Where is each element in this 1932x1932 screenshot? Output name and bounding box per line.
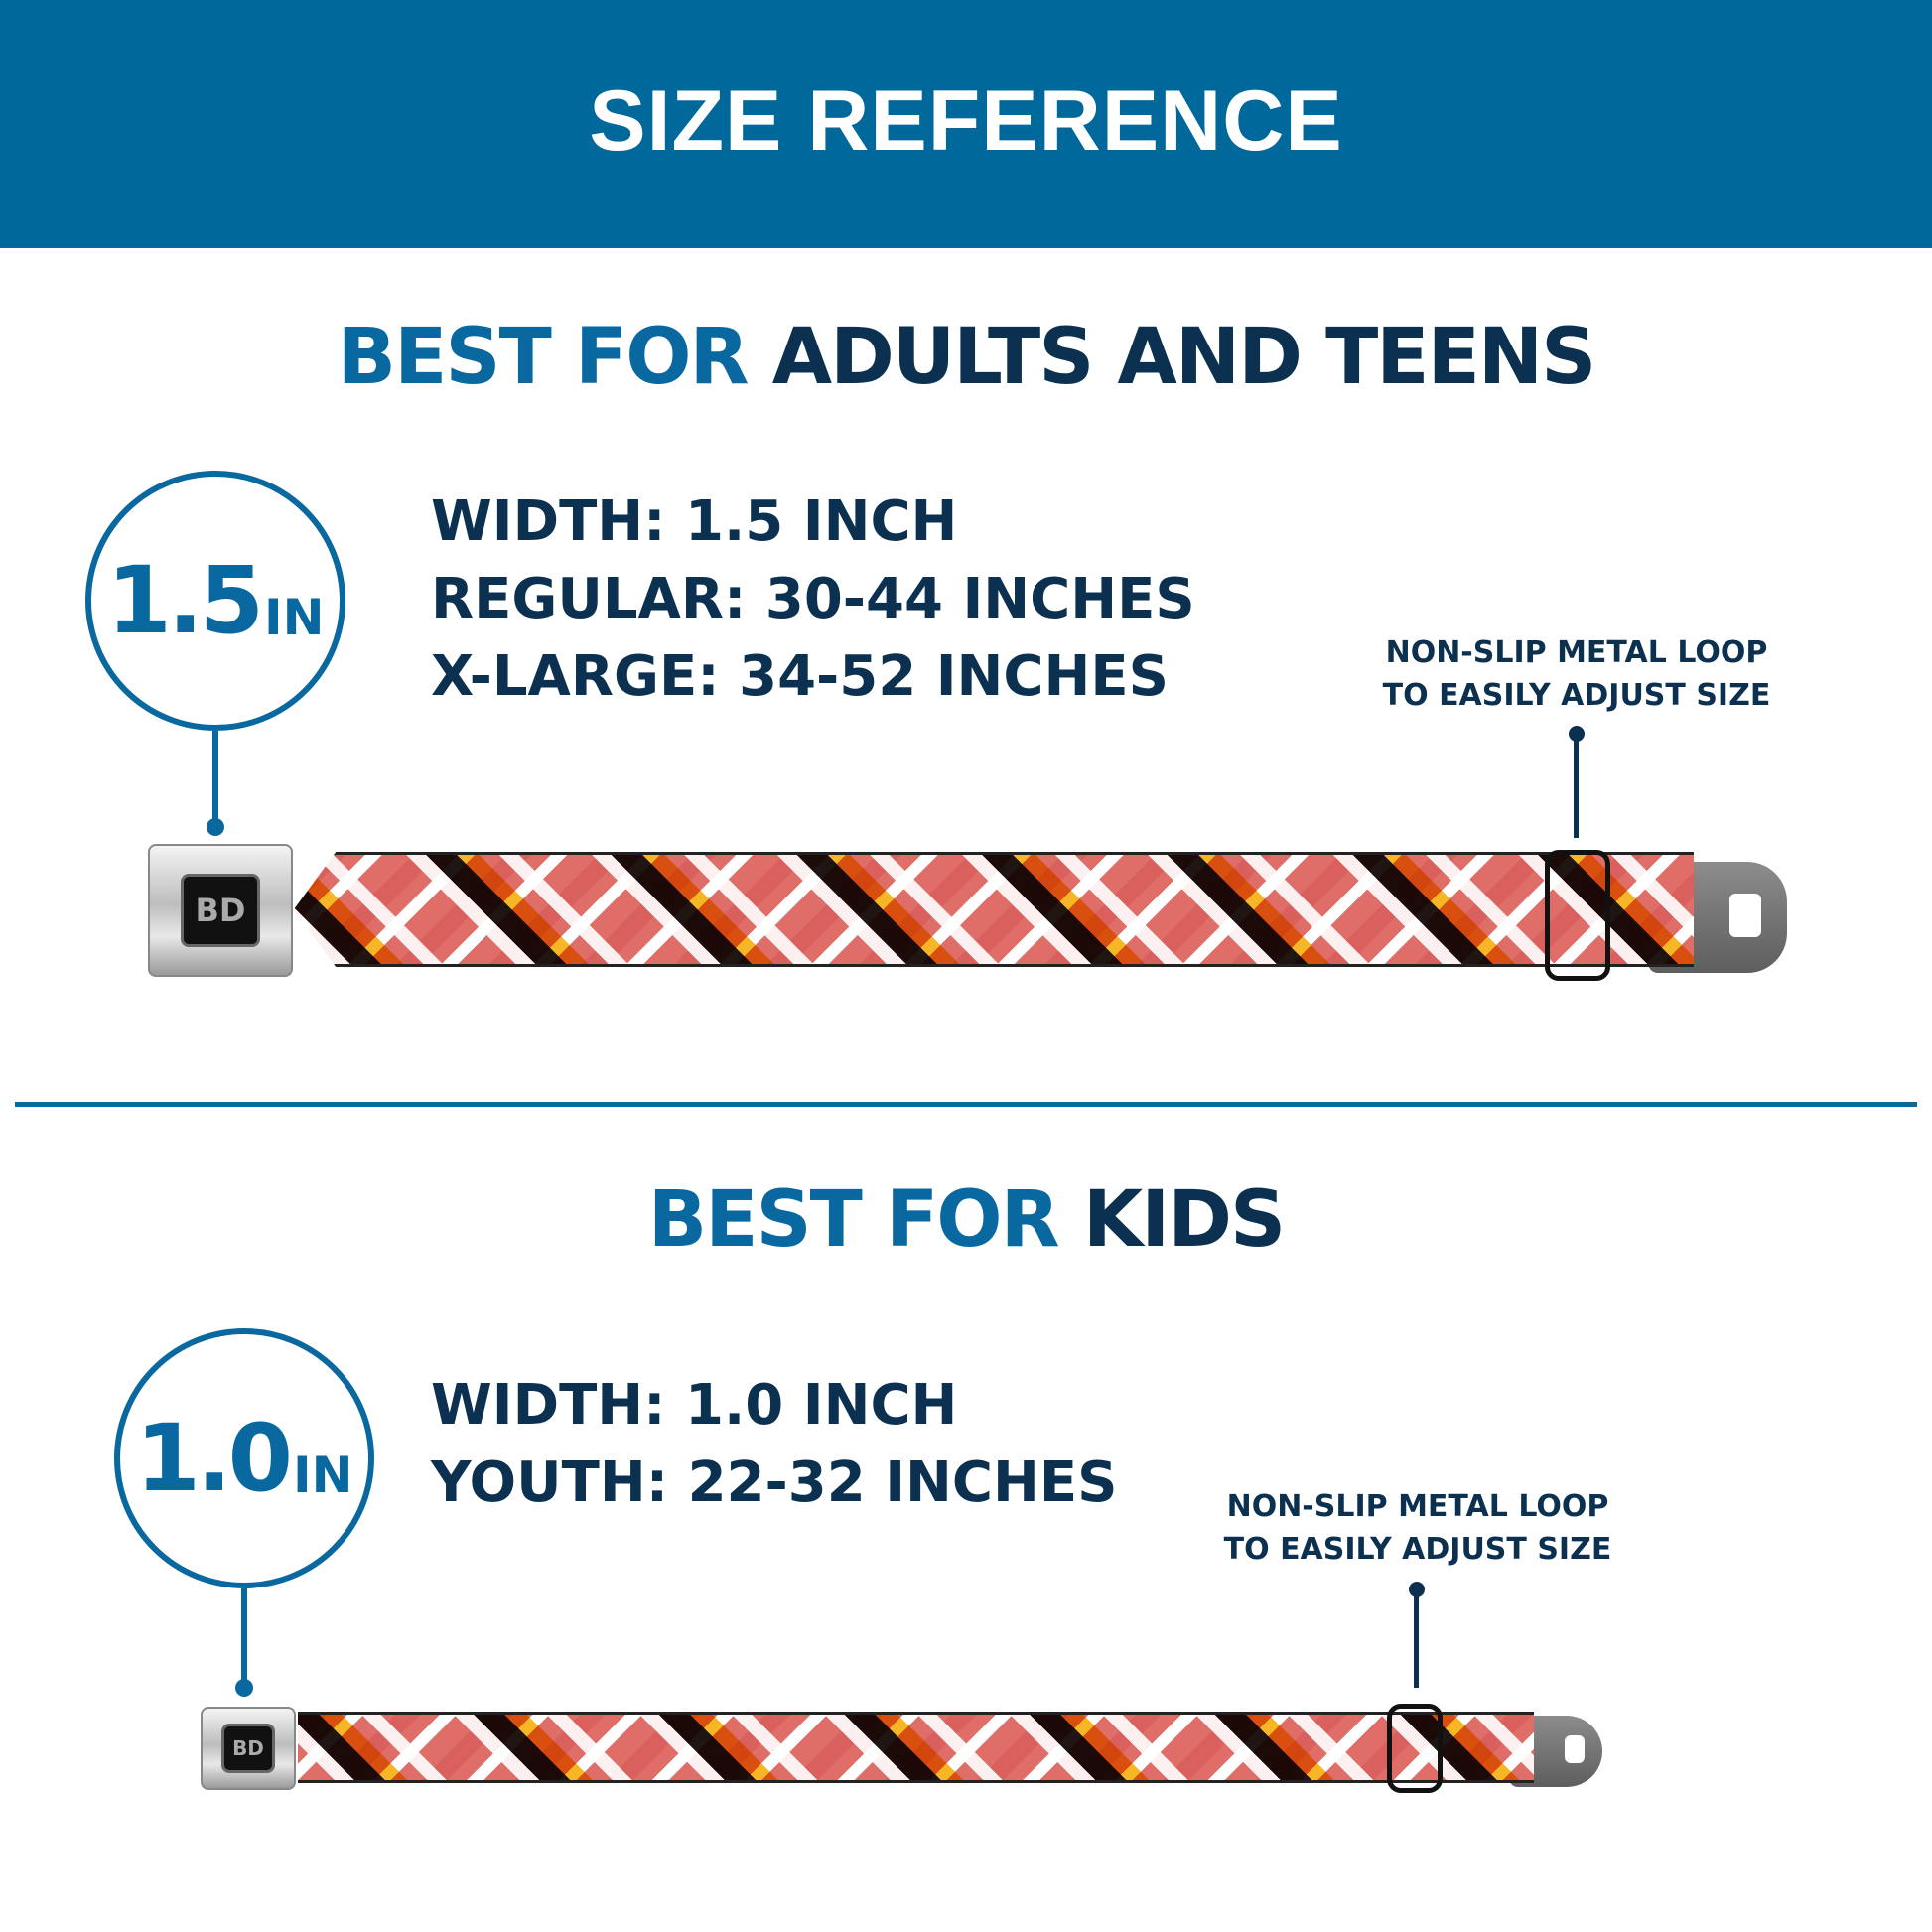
badge-connector [241, 1588, 247, 1686]
badge-value: 1.5 [106, 546, 265, 655]
metal-loop [1387, 1704, 1443, 1793]
logo-text: BD [232, 1736, 264, 1760]
note-connector [1574, 735, 1579, 838]
buckle-logo: BD [181, 874, 260, 947]
loop-note: NON-SLIP METAL LOOP TO EASILY ADJUST SIZE [1320, 631, 1833, 717]
note-line: NON-SLIP METAL LOOP [1385, 635, 1768, 670]
width-badge-1-5: 1.5 IN [85, 471, 345, 731]
spec-width: WIDTH: 1.5 INCH [431, 489, 958, 554]
loop-note: NON-SLIP METAL LOOP TO EASILY ADJUST SIZE [1162, 1485, 1674, 1571]
heading-highlight: BEST FOR [337, 313, 750, 402]
header-banner [0, 0, 1932, 248]
note-dot [1569, 726, 1585, 742]
spec-xlarge: X-LARGE: 34-52 INCHES [431, 644, 1169, 709]
spec-regular: REGULAR: 30-44 INCHES [431, 567, 1195, 631]
buckle-kids: BD [201, 1707, 296, 1790]
buckle-adult: BD [148, 844, 293, 977]
note-line: NON-SLIP METAL LOOP [1226, 1489, 1609, 1524]
section-heading-adults: BEST FOR ADULTS AND TEENS [0, 313, 1932, 402]
heading-rest: ADULTS AND TEENS [771, 313, 1597, 402]
badge-unit: IN [264, 589, 325, 646]
heading-rest: KIDS [1082, 1175, 1286, 1265]
spec-youth: YOUTH: 22-32 INCHES [431, 1450, 1118, 1515]
logo-text: BD [195, 892, 246, 929]
section-heading-kids: BEST FOR KIDS [0, 1175, 1932, 1265]
badge-connector [212, 731, 218, 825]
belt-strap-kids [298, 1712, 1534, 1783]
buckle-logo: BD [221, 1724, 275, 1773]
tongue-hole [1729, 894, 1761, 937]
badge-value: 1.0 [135, 1404, 294, 1513]
metal-loop [1545, 850, 1610, 981]
tongue-hole [1565, 1735, 1585, 1763]
badge-unit: IN [293, 1447, 353, 1504]
spec-width: WIDTH: 1.0 INCH [431, 1373, 958, 1438]
badge-connector-dot [207, 818, 224, 836]
page-title: SIZE REFERENCE [589, 73, 1343, 169]
note-line: TO EASILY ADJUST SIZE [1382, 678, 1771, 713]
plaid-pattern [298, 1715, 1534, 1780]
note-connector [1414, 1588, 1419, 1688]
plaid-pattern [294, 855, 1694, 964]
note-line: TO EASILY ADJUST SIZE [1223, 1532, 1612, 1567]
belt-strap-adult [294, 852, 1694, 967]
badge-connector-dot [235, 1679, 253, 1697]
heading-highlight: BEST FOR [647, 1175, 1060, 1265]
width-badge-1-0: 1.0 IN [114, 1328, 374, 1588]
section-divider [15, 1102, 1917, 1107]
